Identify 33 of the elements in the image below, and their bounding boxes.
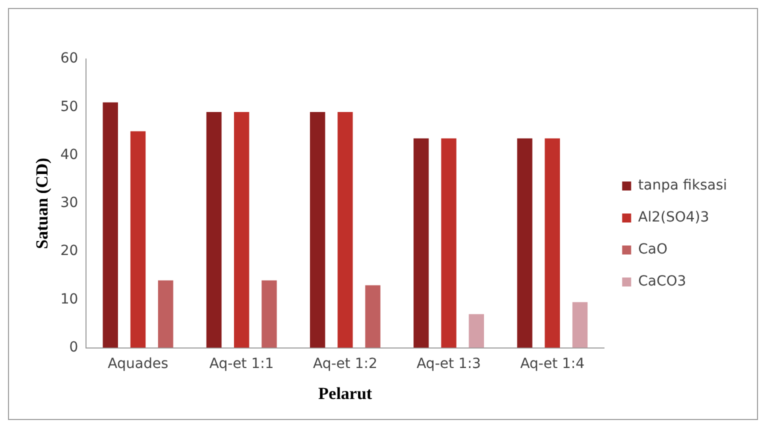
- legend-label: CaO: [638, 242, 668, 258]
- bar: [262, 280, 277, 348]
- legend-label: tanpa fiksasi: [638, 178, 728, 194]
- bar: [572, 302, 588, 348]
- y-tick-label: 20: [60, 243, 78, 260]
- x-tick-label: Aq-et 1:2: [313, 356, 378, 372]
- bar: [365, 285, 380, 348]
- y-axis-title: Satuan (CD): [32, 158, 52, 249]
- bar: [206, 112, 222, 348]
- bar: [130, 131, 146, 348]
- y-tick-label: 30: [60, 195, 78, 212]
- bar: [338, 112, 353, 348]
- y-tick-label: 10: [60, 291, 78, 308]
- x-tick-label: Aq-et 1:3: [416, 356, 481, 372]
- bar: [158, 280, 174, 348]
- x-tick-label: Aq-et 1:4: [520, 356, 585, 372]
- bar: [468, 314, 484, 348]
- bar: [234, 112, 250, 348]
- bar: [310, 112, 326, 348]
- x-axis-title: Pelarut: [318, 384, 372, 404]
- bar: [517, 138, 532, 348]
- y-tick-label: 40: [60, 146, 78, 163]
- x-tick-label: Aq-et 1:1: [209, 356, 274, 372]
- bar: [102, 102, 118, 348]
- legend-label: Al2(SO4)3: [638, 210, 710, 226]
- y-tick-label: 60: [60, 50, 78, 67]
- legend-label: CaCO3: [638, 274, 686, 290]
- bar: [544, 138, 560, 348]
- y-tick-label: 0: [69, 339, 78, 356]
- x-tick-label: Aquades: [108, 356, 168, 372]
- bar: [441, 138, 456, 348]
- bar: [414, 138, 429, 348]
- y-tick-label: 50: [60, 98, 78, 115]
